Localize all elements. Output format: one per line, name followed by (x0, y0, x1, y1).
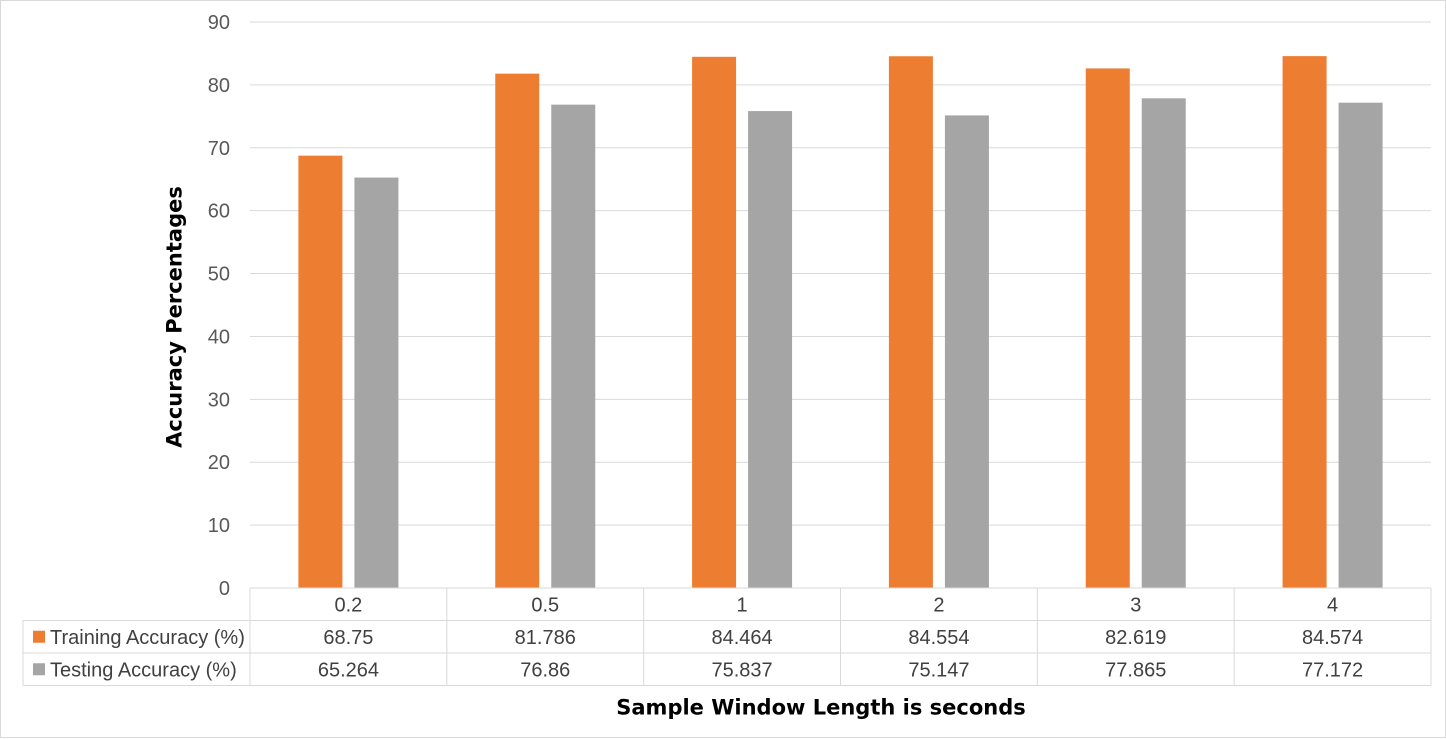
table-value: 76.86 (520, 659, 570, 681)
bar-testing (748, 111, 793, 589)
gridlines (250, 21, 1431, 589)
table-value: 77.172 (1302, 659, 1363, 681)
y-tick-label: 40 (208, 326, 230, 348)
table-value: 65.264 (318, 659, 379, 681)
bar-testing (354, 177, 399, 588)
data-table: 0.2 0.5 1 2 3 4 Training Accuracy (%) 68.75 81.7… (22, 587, 1432, 686)
y-tick-label: 70 (208, 138, 230, 160)
bar-training (1282, 56, 1327, 588)
y-tick-label: 0 (219, 578, 230, 600)
legend-key-training (33, 630, 45, 643)
legend-key-testing (33, 663, 45, 676)
x-axis-title: Sample Window Length is seconds (616, 695, 1025, 719)
table-value: 84.464 (711, 627, 772, 649)
bar-training (1085, 68, 1130, 589)
legend-label: Testing Accuracy (%) (50, 659, 237, 681)
table-value: 75.837 (711, 659, 772, 681)
x-tick-label: 2 (933, 594, 944, 616)
legend-label: Training Accuracy (%) (50, 627, 245, 649)
x-tick-label: 0.2 (335, 594, 363, 616)
x-tick-label: 4 (1327, 594, 1338, 616)
table-value: 81.786 (515, 627, 576, 649)
bars (298, 56, 1383, 589)
y-tick-label: 20 (208, 452, 230, 474)
table-value: 75.147 (908, 659, 969, 681)
bar-testing (551, 104, 596, 589)
x-tick-label: 1 (737, 594, 748, 616)
y-tick-label: 10 (208, 515, 230, 537)
x-tick-label: 3 (1130, 594, 1141, 616)
bar-testing (1141, 98, 1186, 588)
y-tick-label: 90 (208, 12, 230, 34)
x-tick-label: 0.5 (531, 594, 559, 616)
bar-training (298, 155, 343, 588)
y-tick-label: 50 (208, 264, 230, 286)
bar-testing (944, 115, 989, 588)
table-value: 84.574 (1302, 627, 1363, 649)
table-value: 84.554 (908, 627, 969, 649)
table-value: 77.865 (1105, 659, 1166, 681)
y-tick-label: 80 (208, 75, 230, 97)
table-value: 82.619 (1105, 627, 1166, 649)
y-axis-title: Accuracy Percentages (162, 186, 186, 448)
bar-training (692, 56, 737, 588)
table-value: 68.75 (323, 627, 373, 649)
bar-training (888, 56, 933, 589)
y-axis-ticks: 0 10 20 30 40 50 60 70 80 90 (208, 12, 230, 600)
bar-testing (1338, 102, 1383, 589)
bar-training (495, 73, 540, 589)
y-tick-label: 30 (208, 389, 230, 411)
y-tick-label: 60 (208, 201, 230, 223)
